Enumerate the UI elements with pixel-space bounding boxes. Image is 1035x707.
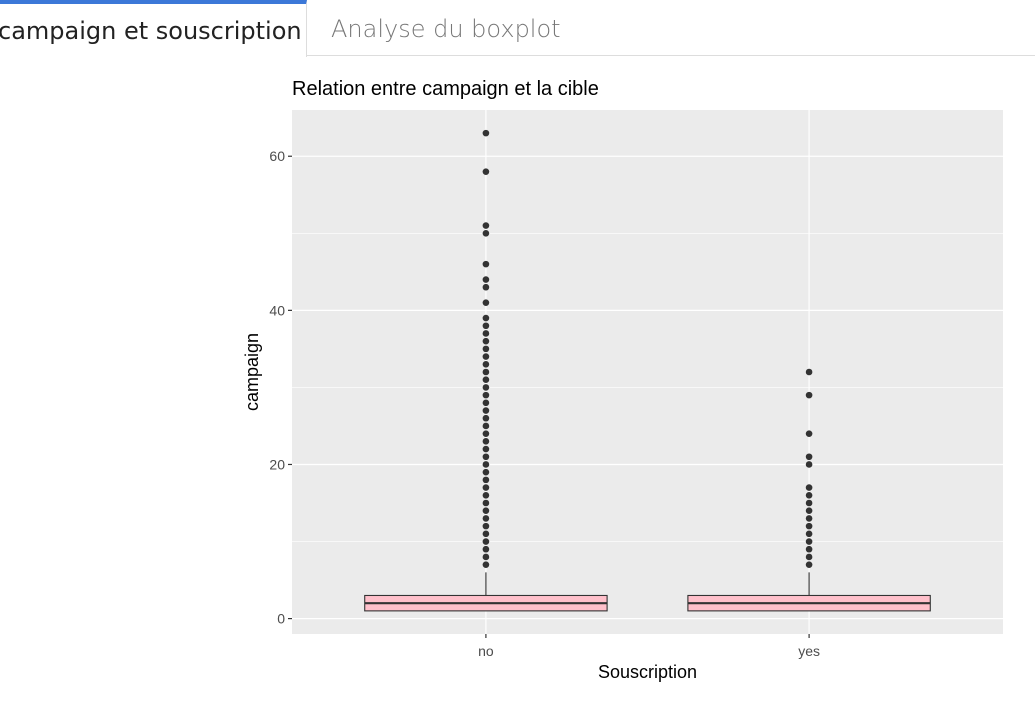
y-tick-label: 60 <box>269 148 285 164</box>
outlier-point <box>805 484 813 491</box>
y-axis: 0 20 40 60 <box>269 148 292 627</box>
outlier-point <box>805 368 813 376</box>
boxes <box>364 129 931 612</box>
x-tick-label: yes <box>798 643 820 659</box>
y-tick-label: 0 <box>277 611 285 627</box>
outlier-point <box>482 260 490 268</box>
outlier-point <box>805 491 813 499</box>
outlier-point <box>482 507 490 515</box>
outlier-point <box>805 538 813 545</box>
outlier-point <box>482 168 490 175</box>
outlier-point <box>482 407 490 414</box>
outlier-point <box>482 461 490 468</box>
outlier-point <box>482 399 490 407</box>
outlier-point <box>482 561 490 568</box>
outlier-point <box>805 545 813 553</box>
outlier-point <box>482 530 490 538</box>
outlier-point <box>482 391 490 399</box>
outlier-point <box>805 553 813 561</box>
plot-panel <box>292 110 1003 634</box>
tab-label: Analyse du boxplot <box>331 15 561 43</box>
outlier-point <box>482 430 490 437</box>
outlier-point <box>482 553 490 561</box>
outlier-point <box>805 530 813 538</box>
outlier-point <box>482 468 490 476</box>
chart-title: Relation entre campaign et la cible <box>292 78 599 100</box>
outlier-point <box>482 337 490 345</box>
outlier-point <box>482 368 490 376</box>
y-tick-label: 40 <box>269 302 285 318</box>
outlier-point <box>482 229 490 237</box>
outlier-point <box>482 353 490 360</box>
tab-label: campaign et souscription <box>0 17 302 45</box>
outlier-point <box>805 499 813 507</box>
box-yes <box>687 368 931 612</box>
chart-area: Relation entre campaign et la cible 0 20 4… <box>0 56 1035 702</box>
tab-campaign-souscription[interactable]: campaign et souscription <box>0 0 307 57</box>
outlier-point <box>805 461 813 468</box>
outlier-point <box>482 538 490 545</box>
outlier-point <box>482 299 490 306</box>
outlier-point <box>482 360 490 368</box>
outlier-point <box>482 522 490 530</box>
outlier-point <box>482 545 490 553</box>
outlier-point <box>482 376 490 384</box>
outlier-point <box>805 561 813 568</box>
outlier-point <box>482 422 490 430</box>
outlier-point <box>482 484 490 491</box>
outlier-point <box>805 430 813 437</box>
tab-analyse-boxplot[interactable]: Analyse du boxplot <box>331 0 561 56</box>
outlier-point <box>482 129 490 137</box>
outlier-point <box>482 322 490 330</box>
outlier-point <box>805 522 813 530</box>
outlier-point <box>482 445 490 453</box>
outlier-point <box>482 345 490 353</box>
outlier-point <box>482 515 490 522</box>
outlier-point <box>482 330 490 337</box>
outlier-point <box>482 276 490 283</box>
y-axis-label: campaign <box>242 333 262 411</box>
outlier-point <box>482 384 490 391</box>
boxplot-chart: Relation entre campaign et la cible 0 20 4… <box>242 78 1003 682</box>
outlier-point <box>805 515 813 522</box>
box-no <box>364 129 608 612</box>
outlier-point <box>482 476 490 484</box>
outlier-point <box>482 438 490 445</box>
outlier-point <box>482 499 490 507</box>
outlier-point <box>482 314 490 322</box>
outlier-point <box>482 283 490 291</box>
outlier-point <box>482 222 490 229</box>
x-axis: no yes <box>478 634 820 659</box>
x-axis-label: Souscription <box>598 662 697 682</box>
outlier-point <box>805 453 813 461</box>
outlier-point <box>482 414 490 422</box>
tab-bar: campaign et souscription Analyse du boxp… <box>0 0 1035 57</box>
outlier-point <box>805 391 813 399</box>
outlier-point <box>482 491 490 499</box>
outlier-point <box>482 453 490 461</box>
outlier-point <box>805 507 813 515</box>
y-tick-label: 20 <box>269 456 285 472</box>
x-tick-label: no <box>478 643 494 659</box>
